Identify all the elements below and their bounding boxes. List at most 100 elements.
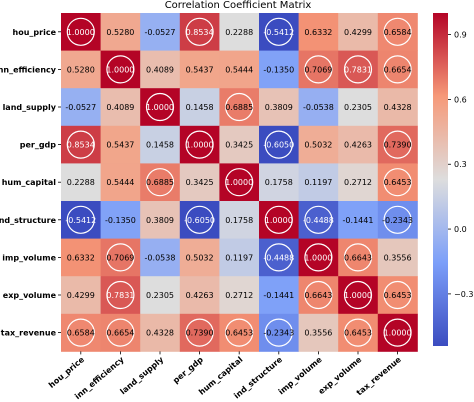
cell-value-label: -0.4488: [303, 216, 334, 225]
highlight-circle: [106, 243, 135, 272]
highlight-circle: [304, 280, 333, 310]
highlight-circle: [106, 55, 135, 84]
cell-value-label: 0.3425: [225, 141, 253, 150]
cell-value-label: 0.6453: [384, 291, 412, 300]
cell-value-label: 0.6453: [344, 329, 372, 338]
cell-value-label: 0.3556: [384, 253, 412, 262]
row-label: hum_capital: [2, 178, 57, 187]
heatmap-cell: [219, 201, 260, 239]
cell-value-label: 0.1758: [265, 178, 293, 187]
cell-value-label: 0.7069: [304, 65, 332, 74]
cell-value-label: 0.4263: [186, 291, 214, 300]
heatmap-cell: [100, 201, 141, 239]
row-labels: hou_price inn_efficiency land_supply per_gd…: [0, 28, 61, 338]
highlight-circle: [185, 130, 214, 159]
cell-value-label: 0.2288: [225, 28, 253, 37]
highlight-circle: [264, 130, 293, 159]
cell-value-label: 0.5444: [106, 178, 134, 187]
heatmap-cell: [100, 125, 141, 164]
cell-value-label: 0.6332: [67, 253, 95, 262]
cell-value-label: 0.2712: [225, 291, 253, 300]
cell-value-label: 0.3556: [304, 329, 332, 338]
heatmap-cell: [298, 163, 339, 202]
highlight-circle: [185, 205, 214, 234]
heatmap-cell: [140, 313, 181, 352]
highlight-circle: [66, 205, 95, 234]
row-label: hou_price: [13, 28, 57, 37]
cell-value-label: 1.0000: [384, 329, 412, 338]
cell-value-label: -0.0527: [145, 28, 176, 37]
cell-value-label: 0.6885: [146, 178, 174, 187]
highlight-circle: [106, 280, 135, 310]
cell-value-label: 0.1758: [225, 216, 253, 225]
cell-value-label: -0.4488: [263, 253, 294, 262]
heatmap-cell: [100, 13, 141, 51]
colorbar-tick-label: 0.3: [454, 160, 467, 169]
cell-value-label: 0.4328: [146, 329, 174, 338]
heatmap-cell: [219, 13, 260, 51]
cell-value-label: -0.1350: [263, 65, 294, 74]
highlight-circle: [383, 55, 412, 84]
cell-value-label: -0.6050: [184, 216, 215, 225]
cell-value-label: -0.2343: [382, 216, 413, 225]
cell-value-label: 0.7831: [106, 291, 134, 300]
cell-value-label: -0.1441: [343, 216, 374, 225]
highlight-circle: [383, 17, 412, 46]
cell-value-label: -0.1441: [263, 291, 294, 300]
cell-value-label: 0.4089: [146, 65, 174, 74]
highlight-circle: [383, 130, 412, 159]
cell-value-label: 0.3425: [186, 178, 214, 187]
highlight-circle: [145, 92, 175, 122]
cell-value-label: 0.4328: [384, 103, 412, 112]
heatmap-cell: [298, 13, 339, 51]
cell-value-label: 0.5280: [67, 65, 95, 74]
heatmap-cell: [377, 88, 418, 127]
cell-value-label: 0.3809: [146, 216, 174, 225]
highlight-circle: [304, 205, 333, 234]
heatmap-cell: [140, 238, 181, 277]
cell-value-label: -0.2343: [263, 329, 294, 338]
colorbar-tick-label: −0.3: [454, 290, 473, 299]
heatmap-cell: [140, 50, 181, 89]
cell-value-label: 0.5437: [106, 141, 134, 150]
cell-value-label: 0.5444: [225, 65, 253, 74]
heatmap-cell: [61, 163, 101, 202]
highlight-circle: [145, 168, 175, 197]
cell-value-label: 0.1197: [304, 178, 332, 187]
cell-value-label: 0.6654: [384, 65, 412, 74]
highlight-circle: [383, 205, 412, 234]
colorbar-tick-label: 0.6: [454, 95, 467, 104]
heatmap-cell: [100, 163, 141, 202]
heatmap-cell: [61, 50, 101, 89]
highlight-circle: [264, 243, 293, 272]
cell-value-label: 0.6584: [384, 28, 412, 37]
heatmap-cell: [298, 125, 339, 164]
highlight-circle: [106, 318, 135, 347]
cell-value-label: 0.2712: [344, 178, 372, 187]
cell-value-label: 1.0000: [186, 141, 214, 150]
heatmap-cell: [140, 276, 181, 315]
cell-value-label: -0.0527: [65, 103, 96, 112]
colorbar: 0.9 0.6 0.3 0.0 −0.3: [433, 13, 473, 346]
heatmap-cell: [61, 276, 101, 315]
heatmap-cell: [259, 50, 299, 89]
row-label: ind_structure: [0, 216, 57, 225]
cell-value-label: 0.6643: [304, 291, 332, 300]
heatmap-cell: [338, 163, 379, 202]
cell-value-label: 0.5032: [186, 253, 214, 262]
cell-value-label: -0.0538: [303, 103, 334, 112]
highlight-circle: [343, 280, 373, 310]
cell-value-label: 0.6885: [225, 103, 253, 112]
cell-value-label: -0.1350: [105, 216, 136, 225]
cell-value-label: 1.0000: [225, 178, 253, 187]
cell-value-label: 0.6584: [67, 329, 95, 338]
cell-value-label: 1.0000: [304, 253, 332, 262]
cell-value-label: 0.4089: [106, 103, 134, 112]
cell-value-label: 0.6654: [106, 329, 134, 338]
highlight-circle: [264, 205, 293, 234]
cell-value-label: 0.4263: [344, 141, 372, 150]
cell-value-label: 0.1458: [146, 141, 174, 150]
heatmap-cell: [61, 88, 101, 127]
